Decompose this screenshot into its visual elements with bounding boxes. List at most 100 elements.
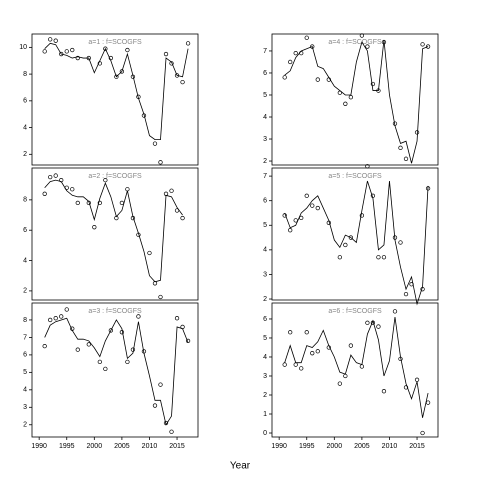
point xyxy=(282,362,287,367)
point xyxy=(288,228,293,233)
point xyxy=(315,205,320,211)
point xyxy=(315,77,320,82)
y-tick-label: 6 xyxy=(263,316,267,323)
point xyxy=(42,49,47,54)
y-tick-label: 4 xyxy=(23,124,27,131)
y-tick-label: 2 xyxy=(23,288,27,295)
point xyxy=(97,359,102,365)
y-tick-label: 8 xyxy=(23,197,27,204)
point xyxy=(125,359,130,365)
point xyxy=(337,381,342,386)
point xyxy=(125,47,130,53)
panel-title: a=4 : f=SCOGFS xyxy=(328,39,382,46)
y-tick-label: 4 xyxy=(23,387,27,394)
panel-title: a=6 : f=SCOGFS xyxy=(328,308,382,315)
point xyxy=(414,130,420,135)
point xyxy=(169,429,174,434)
point xyxy=(125,187,130,192)
y-tick-label: 6 xyxy=(23,227,27,234)
y-tick-label: 4 xyxy=(263,247,267,254)
point xyxy=(174,73,180,78)
y-tick-label: 6 xyxy=(263,198,267,205)
panel-title: a=5 : f=SCOGFS xyxy=(328,173,382,180)
point xyxy=(343,242,348,248)
point xyxy=(392,309,398,314)
point xyxy=(293,362,298,367)
point xyxy=(420,42,425,47)
point xyxy=(75,347,80,352)
y-tick-label: 5 xyxy=(23,369,27,376)
panel-frame xyxy=(271,33,439,166)
point xyxy=(158,382,163,387)
point xyxy=(152,403,158,408)
y-tick-label: 3 xyxy=(263,271,267,278)
point xyxy=(365,44,370,49)
y-tick-label: 4 xyxy=(263,114,267,121)
point xyxy=(64,49,69,54)
point xyxy=(293,51,298,56)
y-tick-label: 3 xyxy=(263,136,267,143)
fit-line xyxy=(44,179,183,283)
x-axis-label: Year xyxy=(230,461,251,472)
fit-line xyxy=(284,180,429,306)
y-tick-label: 0 xyxy=(263,430,267,437)
point xyxy=(310,203,315,208)
point xyxy=(304,330,309,335)
fit-line xyxy=(284,317,429,418)
point xyxy=(403,156,409,161)
x-tick-label: 2015 xyxy=(409,443,425,450)
x-tick-label: 2010 xyxy=(382,443,398,450)
y-tick-label: 7 xyxy=(263,173,267,180)
y-tick-label: 2 xyxy=(263,296,267,303)
x-tick-label: 1995 xyxy=(299,443,315,450)
fit-line xyxy=(284,39,429,164)
point xyxy=(359,33,365,38)
point xyxy=(310,44,315,49)
x-tick-label: 1990 xyxy=(271,443,287,450)
point xyxy=(147,250,152,256)
point xyxy=(70,187,75,192)
point xyxy=(152,141,158,146)
panel-title: a=1 : f=SCOGFS xyxy=(88,39,142,46)
y-tick-label: 8 xyxy=(23,71,27,78)
point xyxy=(304,35,309,40)
point xyxy=(425,44,431,49)
point xyxy=(398,240,403,245)
point xyxy=(304,193,309,198)
y-tick-label: 3 xyxy=(23,404,27,411)
point xyxy=(70,47,75,53)
y-tick-label: 2 xyxy=(23,151,27,158)
point xyxy=(103,46,108,51)
point xyxy=(185,338,191,344)
y-tick-label: 6 xyxy=(23,352,27,359)
point xyxy=(376,255,381,260)
panel-frame xyxy=(31,167,199,301)
point xyxy=(381,389,387,394)
point xyxy=(288,59,293,65)
point xyxy=(425,400,431,405)
point xyxy=(185,41,191,46)
x-tick-label: 2005 xyxy=(354,443,370,450)
panel-title: a=2 : f=SCOGFS xyxy=(88,173,142,180)
point xyxy=(103,366,108,372)
x-tick-label: 1990 xyxy=(31,443,47,450)
x-tick-label: 2015 xyxy=(169,443,185,450)
point xyxy=(365,320,370,325)
point xyxy=(288,330,293,335)
y-tick-label: 6 xyxy=(263,70,267,77)
point xyxy=(282,75,287,80)
point xyxy=(398,145,403,150)
y-tick-label: 10 xyxy=(19,44,27,51)
point xyxy=(310,351,315,356)
point xyxy=(75,55,80,61)
x-tick-label: 2000 xyxy=(327,443,343,450)
panel-frame xyxy=(271,302,439,438)
y-tick-label: 3 xyxy=(263,373,267,380)
point xyxy=(420,430,425,436)
point xyxy=(59,314,64,319)
point xyxy=(119,200,125,206)
y-tick-label: 5 xyxy=(263,222,267,229)
point xyxy=(299,366,304,371)
point xyxy=(64,307,69,312)
